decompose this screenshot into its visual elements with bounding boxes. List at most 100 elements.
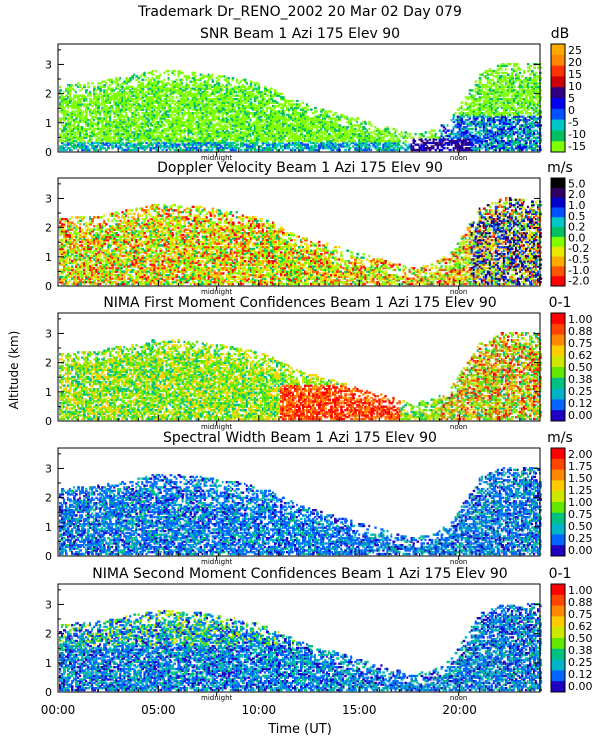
heatmap-cell xyxy=(176,137,178,139)
heatmap-cell xyxy=(93,86,95,88)
heatmap-cell xyxy=(117,145,119,147)
heatmap-cell xyxy=(117,82,119,84)
heatmap-cell xyxy=(165,70,167,72)
heatmap-cell xyxy=(133,74,135,76)
heatmap-cell xyxy=(143,112,145,114)
heatmap-cell xyxy=(105,82,107,84)
heatmap-cell xyxy=(95,89,97,91)
heatmap-cell xyxy=(125,86,127,88)
heatmap-cell xyxy=(141,82,144,84)
heatmap-cell xyxy=(73,110,75,112)
heatmap-cell xyxy=(59,102,61,104)
heatmap-cell xyxy=(59,133,61,135)
heatmap-cell xyxy=(87,128,89,130)
heatmap-cell xyxy=(71,124,73,126)
heatmap-cell xyxy=(73,89,75,91)
heatmap-cell xyxy=(99,137,101,139)
heatmap-cell xyxy=(99,103,101,105)
heatmap-cell xyxy=(172,107,174,109)
heatmap-cell xyxy=(75,95,77,97)
heatmap-cell xyxy=(141,126,143,128)
heatmap-cell xyxy=(81,88,83,90)
heatmap-cell xyxy=(168,77,170,79)
heatmap-cell xyxy=(83,95,85,97)
heatmap-cell xyxy=(172,70,174,72)
heatmap-cell xyxy=(176,102,178,104)
heatmap-cell xyxy=(163,79,165,81)
heatmap-cell xyxy=(119,84,121,86)
heatmap-cell xyxy=(153,79,155,81)
heatmap-cell xyxy=(153,105,155,107)
heatmap-cell xyxy=(65,128,67,130)
heatmap-cell xyxy=(159,131,161,133)
heatmap-cell xyxy=(170,149,172,151)
heatmap-cell xyxy=(65,117,67,119)
heatmap-cell xyxy=(174,140,176,142)
heatmap-cell xyxy=(61,124,63,126)
heatmap-cell xyxy=(127,145,129,147)
heatmap-cell xyxy=(101,135,103,137)
heatmap-cell xyxy=(123,149,125,151)
heatmap-cell xyxy=(75,110,77,112)
heatmap-cell xyxy=(81,142,83,144)
heatmap-cell xyxy=(87,145,89,147)
heatmap-cell xyxy=(129,77,131,79)
heatmap-cell xyxy=(65,110,67,112)
heatmap-cell xyxy=(111,130,113,132)
heatmap-cell xyxy=(109,133,112,135)
heatmap-cell xyxy=(182,149,184,151)
heatmap-cell xyxy=(97,82,99,84)
heatmap-cell xyxy=(174,117,176,119)
heatmap-cell xyxy=(73,95,75,97)
heatmap-cell xyxy=(67,110,69,112)
figure-title: Trademark Dr_RENO_2002 20 Mar 02 Day 079 xyxy=(137,4,462,20)
heatmap-cell xyxy=(111,105,113,107)
heatmap-cell xyxy=(129,117,131,119)
heatmap-cell xyxy=(143,72,145,74)
heatmap-cell xyxy=(147,77,149,79)
heatmap-cell xyxy=(141,79,144,81)
heatmap-cell xyxy=(139,130,141,132)
heatmap-cell xyxy=(87,93,89,95)
heatmap-cell xyxy=(113,119,115,121)
heatmap-cell xyxy=(87,82,90,84)
heatmap-cell xyxy=(113,124,115,126)
heatmap-cell xyxy=(131,119,133,121)
heatmap-cell xyxy=(91,116,93,118)
heatmap-cell xyxy=(115,86,117,88)
heatmap-cell xyxy=(159,95,161,97)
heatmap-cell xyxy=(147,144,149,146)
heatmap-cell xyxy=(174,114,176,116)
heatmap-cell xyxy=(131,131,133,133)
heatmap-cell xyxy=(91,100,93,102)
heatmap-cell xyxy=(178,144,181,146)
heatmap-cell xyxy=(67,84,69,86)
heatmap-cell xyxy=(159,144,161,146)
heatmap-cell xyxy=(170,103,172,105)
panel-1: SNR Beam 1 Azi 175 Elev 900123midnight no… xyxy=(45,26,586,162)
heatmap-cell xyxy=(111,140,113,142)
heatmap-cell xyxy=(161,142,163,144)
heatmap-cell xyxy=(109,137,111,139)
heatmap-cell xyxy=(172,96,175,98)
heatmap-cell xyxy=(141,100,143,102)
heatmap-cell xyxy=(91,82,93,84)
heatmap-cell xyxy=(85,89,88,91)
heatmap-cell xyxy=(119,77,121,79)
heatmap-cell xyxy=(131,86,133,88)
heatmap-cell xyxy=(145,79,147,81)
heatmap-cell xyxy=(67,100,69,102)
heatmap-cell xyxy=(81,126,83,128)
heatmap-cell xyxy=(71,84,73,86)
heatmap-cell xyxy=(174,126,176,128)
heatmap-cell xyxy=(125,109,127,111)
heatmap-cell xyxy=(75,91,77,93)
heatmap-cell xyxy=(135,117,137,119)
heatmap-cell xyxy=(145,91,147,93)
heatmap-cell xyxy=(79,89,81,91)
heatmap-cell xyxy=(123,116,125,118)
heatmap-cell xyxy=(107,107,109,109)
heatmap-cell xyxy=(182,137,184,139)
heatmap-cell xyxy=(103,89,105,91)
heatmap-cell xyxy=(129,123,131,125)
